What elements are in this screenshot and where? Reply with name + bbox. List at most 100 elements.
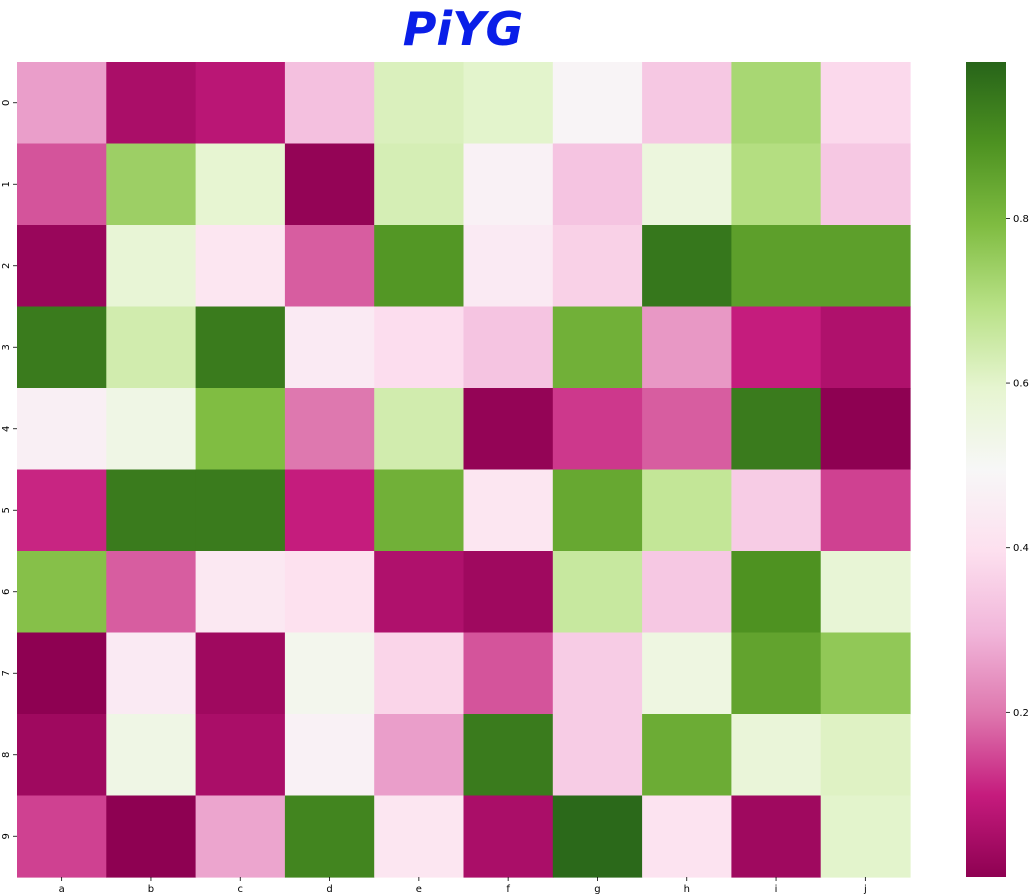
heatmap-cell: [552, 143, 643, 226]
heatmap-cell: [642, 551, 732, 634]
colorbar-tick-label: 0.6: [1013, 379, 1029, 390]
heatmap-cell: [17, 714, 107, 797]
heatmap-cell: [552, 795, 643, 878]
y-tick-label: 7: [1, 670, 12, 676]
heatmap-cell: [106, 62, 197, 145]
heatmap-cell: [731, 143, 822, 226]
x-tick-label: c: [238, 884, 244, 895]
x-axis-ticks: a b c d e f g h i j: [59, 877, 867, 895]
heatmap-cell: [106, 388, 197, 471]
heatmap-cells: [17, 62, 911, 878]
heatmap-cell: [463, 388, 554, 471]
heatmap-cell: [820, 551, 911, 634]
colorbar-tick-label: 0.4: [1013, 543, 1029, 554]
heatmap-cell: [374, 632, 465, 715]
heatmap-cell: [552, 714, 643, 797]
heatmap-cell: [642, 225, 732, 308]
heatmap-cell: [284, 62, 375, 145]
heatmap-cell: [195, 306, 286, 389]
heatmap-cell: [820, 795, 911, 878]
heatmap-cell: [195, 469, 286, 552]
heatmap-cell: [642, 143, 732, 226]
heatmap-cell: [17, 225, 107, 308]
heatmap-cell: [374, 62, 465, 145]
heatmap-cell: [106, 714, 197, 797]
heatmap-cell: [820, 388, 911, 471]
heatmap-cell: [195, 62, 286, 145]
heatmap-cell: [820, 469, 911, 552]
heatmap-cell: [552, 225, 643, 308]
y-tick-label: 1: [1, 181, 12, 187]
x-tick-label: d: [326, 884, 332, 895]
y-tick-label: 9: [1, 833, 12, 839]
heatmap-cell: [731, 714, 822, 797]
heatmap-cell: [374, 388, 465, 471]
colorbar-ticks: 0.2 0.4 0.6 0.8: [1006, 214, 1029, 719]
y-tick-label: 0: [1, 100, 12, 106]
y-tick-label: 3: [1, 344, 12, 350]
heatmap-cell: [374, 795, 465, 878]
heatmap-cell: [374, 551, 465, 634]
heatmap-cell: [195, 143, 286, 226]
chart-title: PiYG: [403, 2, 524, 56]
heatmap-cell: [106, 795, 197, 878]
heatmap-cell: [17, 62, 107, 145]
heatmap-cell: [552, 469, 643, 552]
heatmap-cell: [195, 714, 286, 797]
heatmap-cell: [17, 551, 107, 634]
x-tick-label: e: [416, 884, 422, 895]
heatmap-cell: [642, 62, 732, 145]
heatmap-cell: [731, 388, 822, 471]
heatmap-cell: [195, 225, 286, 308]
heatmap-cell: [284, 225, 375, 308]
x-tick-label: a: [59, 884, 65, 895]
x-tick-label: h: [684, 884, 690, 895]
heatmap-cell: [463, 469, 554, 552]
heatmap-cell: [463, 225, 554, 308]
heatmap-cell: [731, 551, 822, 634]
heatmap-cell: [731, 62, 822, 145]
heatmap-cell: [820, 632, 911, 715]
heatmap-cell: [17, 469, 107, 552]
heatmap-cell: [17, 388, 107, 471]
heatmap-cell: [106, 225, 197, 308]
heatmap-cell: [284, 551, 375, 634]
heatmap-cell: [642, 632, 732, 715]
heatmap-cell: [374, 225, 465, 308]
heatmap-cell: [463, 143, 554, 226]
heatmap-cell: [552, 306, 643, 389]
heatmap-cell: [106, 306, 197, 389]
heatmap-cell: [552, 632, 643, 715]
heatmap-cell: [284, 469, 375, 552]
heatmap-cell: [642, 795, 732, 878]
heatmap-cell: [17, 306, 107, 389]
heatmap-cell: [374, 306, 465, 389]
heatmap-cell: [820, 714, 911, 797]
heatmap-cell: [463, 62, 554, 145]
heatmap-cell: [106, 632, 197, 715]
x-tick-label: b: [148, 884, 154, 895]
y-tick-label: 6: [1, 589, 12, 595]
x-tick-label: i: [775, 884, 778, 895]
heatmap-cell: [642, 469, 732, 552]
heatmap-cell: [731, 632, 822, 715]
heatmap-cell: [552, 62, 643, 145]
heatmap-cell: [463, 714, 554, 797]
heatmap-cell: [463, 306, 554, 389]
heatmap-cell: [731, 225, 822, 308]
heatmap-cell: [284, 388, 375, 471]
heatmap-cell: [731, 795, 822, 878]
heatmap-cell: [642, 306, 732, 389]
heatmap-cell: [284, 306, 375, 389]
heatmap-cell: [463, 795, 554, 878]
x-tick-label: j: [863, 884, 867, 895]
heatmap-cell: [195, 632, 286, 715]
heatmap-cell: [106, 469, 197, 552]
heatmap-cell: [17, 795, 107, 878]
heatmap-cell: [284, 714, 375, 797]
colorbar-tick-label: 0.2: [1013, 708, 1029, 719]
heatmap-cell: [195, 388, 286, 471]
heatmap-cell: [284, 632, 375, 715]
heatmap-cell: [374, 469, 465, 552]
